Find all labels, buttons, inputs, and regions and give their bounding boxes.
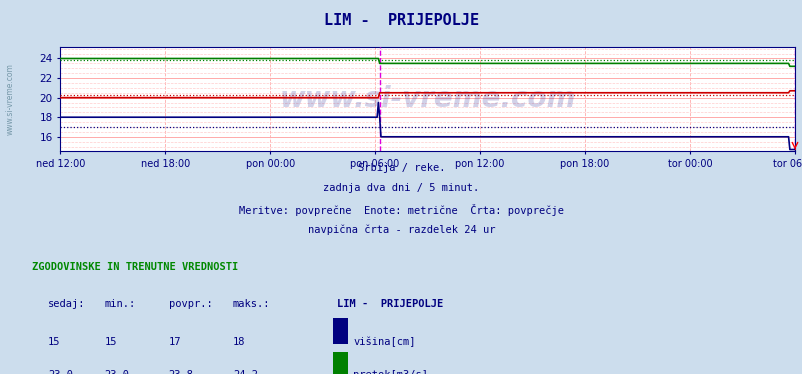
Text: www.si-vreme.com: www.si-vreme.com (6, 63, 15, 135)
Text: zadnja dva dni / 5 minut.: zadnja dva dni / 5 minut. (323, 183, 479, 193)
Text: maks.:: maks.: (233, 299, 270, 309)
Text: navpična črta - razdelek 24 ur: navpična črta - razdelek 24 ur (307, 224, 495, 235)
Text: 24,2: 24,2 (233, 370, 257, 374)
Text: 23,0: 23,0 (104, 370, 129, 374)
Text: 17: 17 (168, 337, 181, 347)
Text: min.:: min.: (104, 299, 136, 309)
Text: LIM -  PRIJEPOLJE: LIM - PRIJEPOLJE (323, 13, 479, 28)
Text: 15: 15 (104, 337, 117, 347)
Text: višina[cm]: višina[cm] (353, 337, 415, 347)
Text: 18: 18 (233, 337, 245, 347)
Text: 15: 15 (48, 337, 61, 347)
Text: pretok[m3/s]: pretok[m3/s] (353, 370, 427, 374)
Text: sedaj:: sedaj: (48, 299, 86, 309)
Text: Srbija / reke.: Srbija / reke. (358, 163, 444, 173)
Text: povpr.:: povpr.: (168, 299, 212, 309)
Text: Meritve: povprečne  Enote: metrične  Črta: povprečje: Meritve: povprečne Enote: metrične Črta:… (239, 204, 563, 216)
Text: 23,0: 23,0 (48, 370, 73, 374)
Text: LIM -  PRIJEPOLJE: LIM - PRIJEPOLJE (337, 299, 443, 309)
Text: ZGODOVINSKE IN TRENUTNE VREDNOSTI: ZGODOVINSKE IN TRENUTNE VREDNOSTI (32, 262, 238, 272)
Text: 23,8: 23,8 (168, 370, 193, 374)
Text: www.si-vreme.com: www.si-vreme.com (279, 85, 575, 113)
